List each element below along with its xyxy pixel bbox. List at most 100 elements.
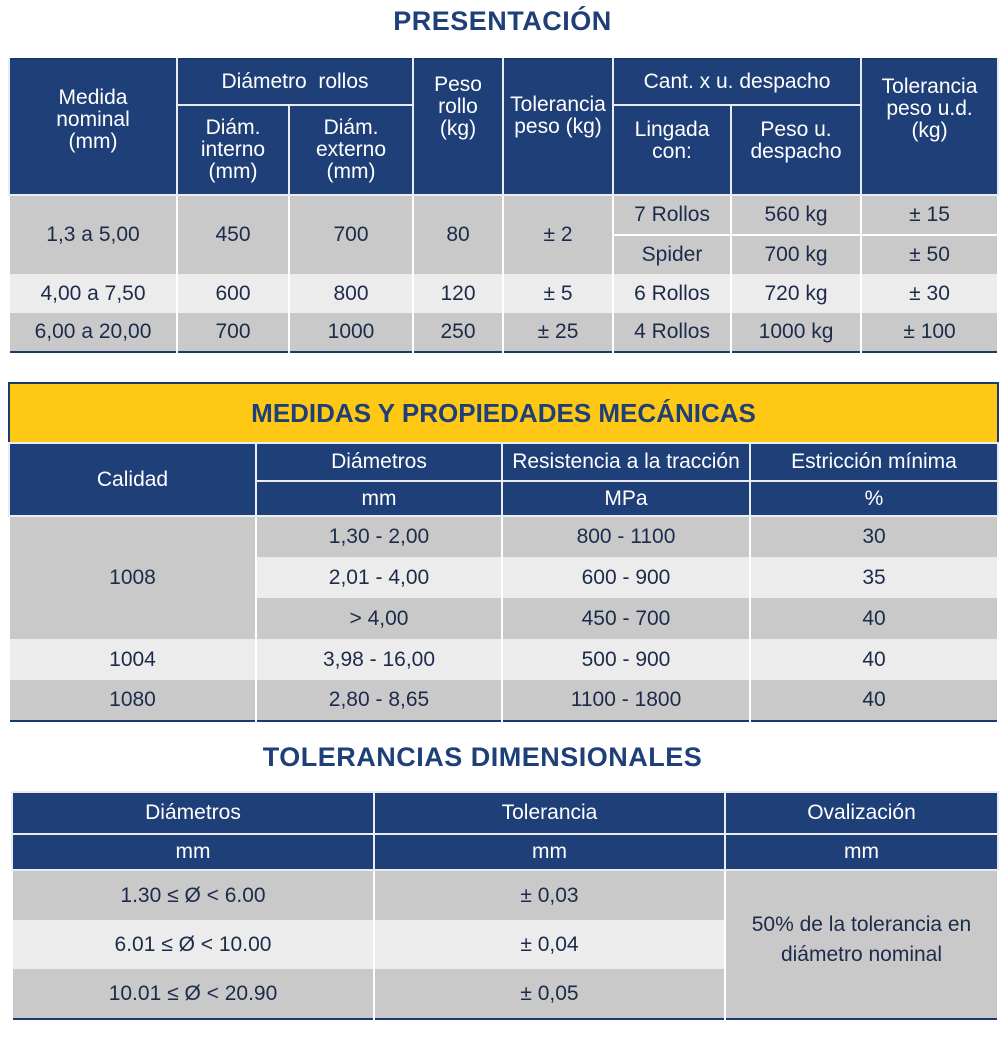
cell-calidad: 1004 bbox=[8, 639, 257, 680]
table-row: 1080 2,80 - 8,65 1100 - 1800 40 bbox=[8, 680, 999, 721]
header-diam-externo-label: Diám. externo (mm) bbox=[315, 116, 387, 183]
cell-tolerancia: ± 0,05 bbox=[373, 969, 726, 1019]
header-medida-label: Medida nominal (mm) bbox=[56, 86, 130, 153]
header-ovalizacion-unit: mm bbox=[724, 833, 999, 871]
cell-diametro: 3,98 - 16,00 bbox=[255, 639, 503, 680]
cell-medida: 6,00 a 20,00 bbox=[8, 313, 178, 352]
cell-resistencia: 500 - 900 bbox=[501, 639, 751, 680]
cell-resistencia: 1100 - 1800 bbox=[501, 680, 751, 721]
cell-calidad: 1008 bbox=[8, 516, 257, 639]
cell-medida: 4,00 a 7,50 bbox=[8, 274, 178, 313]
cell-tol-ud: ± 15 bbox=[860, 195, 1000, 236]
cell-tolerancia: ± 0,04 bbox=[373, 920, 726, 969]
header-tolerancia: Tolerancia bbox=[373, 791, 726, 835]
header-tolerancia-ud: Tolerancia peso u.d. (kg) bbox=[860, 59, 1000, 196]
cell-peso-ud: 700 kg bbox=[730, 235, 863, 274]
header-diam-interno: Diám. interno (mm) bbox=[176, 104, 290, 196]
cell-calidad: 1080 bbox=[8, 680, 257, 721]
cell-tolerancia: ± 25 bbox=[502, 313, 615, 352]
table-row: 4,00 a 7,50 600 800 120 ± 5 6 Rollos 720… bbox=[8, 274, 1000, 313]
table-row: 1.30 ≤ Ø < 6.00 ± 0,03 50% de la toleran… bbox=[11, 870, 999, 1019]
header-ovalizacion: Ovalización bbox=[724, 791, 999, 835]
cell-resistencia: 450 - 700 bbox=[501, 598, 751, 639]
cell-medida: 1,3 a 5,00 bbox=[8, 195, 178, 274]
header-resistencia-unit: MPa bbox=[501, 480, 751, 517]
cell-lingada: 7 Rollos bbox=[612, 195, 733, 236]
header-estriccion: Estricción mínima bbox=[749, 442, 999, 482]
cell-diametro: 10.01 ≤ Ø < 20.90 bbox=[11, 969, 375, 1019]
header-cant-despacho: Cant. x u. despacho bbox=[612, 59, 863, 106]
cell-externo: 1000 bbox=[287, 313, 415, 352]
cell-lingada: 4 Rollos bbox=[612, 313, 733, 352]
cell-tolerancia: ± 2 bbox=[502, 195, 615, 274]
cell-peso-ud: 1000 kg bbox=[730, 313, 863, 352]
cell-estriccion: 35 bbox=[749, 557, 999, 598]
cell-resistencia: 800 - 1100 bbox=[501, 516, 751, 557]
cell-tolerancia: ± 0,03 bbox=[373, 870, 726, 920]
cell-peso: 80 bbox=[412, 195, 505, 274]
header-peso-rollo: Peso rollo (kg) bbox=[412, 59, 505, 196]
cell-peso-ud: 720 kg bbox=[730, 274, 863, 313]
header-diametros-unit: mm bbox=[255, 480, 503, 517]
cell-interno: 600 bbox=[176, 274, 290, 313]
cell-interno: 700 bbox=[176, 313, 290, 352]
table-row: 1004 3,98 - 16,00 500 - 900 40 bbox=[8, 639, 999, 680]
header-tolerancia-ud-label: Tolerancia peso u.d. (kg) bbox=[881, 75, 978, 142]
cell-lingada: Spider bbox=[612, 235, 733, 274]
cell-lingada: 6 Rollos bbox=[612, 274, 733, 313]
cell-interno: 450 bbox=[176, 195, 290, 274]
cell-diametro: 1,30 - 2,00 bbox=[255, 516, 503, 557]
header-calidad: Calidad bbox=[8, 442, 257, 517]
header-lingada: Lingada con: bbox=[612, 104, 733, 196]
table-row: 10.01 ≤ Ø < 20.90 ± 0,05 bbox=[11, 969, 998, 1019]
cell-diametro: > 4,00 bbox=[255, 598, 503, 639]
cell-diametro: 6.01 ≤ Ø < 10.00 bbox=[11, 920, 375, 969]
cell-resistencia: 600 - 900 bbox=[501, 557, 751, 598]
cell-peso: 120 bbox=[412, 274, 505, 313]
cell-estriccion: 40 bbox=[749, 639, 999, 680]
header-diametros-unit: mm bbox=[11, 833, 375, 871]
header-peso-despacho: Peso u. despacho bbox=[730, 104, 863, 196]
ovalizacion-note-text: 50% de la tolerancia en diámetro nominal bbox=[751, 912, 972, 966]
cell-tol-ud: ± 100 bbox=[860, 313, 1000, 352]
table-row: 2,01 - 4,00 600 - 900 35 bbox=[9, 557, 999, 598]
header-tolerancia-peso: Tolerancia peso (kg) bbox=[502, 59, 615, 196]
cell-peso-ud: 560 kg bbox=[730, 195, 863, 236]
tolerancias-title: TOLERANCIAS DIMENSIONALES bbox=[262, 742, 703, 772]
header-peso-despacho-label: Peso u. despacho bbox=[750, 118, 842, 163]
cell-externo: 800 bbox=[287, 274, 415, 313]
table-row: 1008 1,30 - 2,00 800 - 1100 30 bbox=[8, 516, 999, 639]
header-lingada-label: Lingada con: bbox=[634, 118, 710, 163]
cell-estriccion: 30 bbox=[749, 516, 999, 557]
header-diam-externo: Diám. externo (mm) bbox=[287, 104, 415, 196]
table-row: 6.01 ≤ Ø < 10.00 ± 0,04 bbox=[11, 920, 998, 969]
header-estriccion-unit: % bbox=[749, 480, 999, 517]
presentacion-table: Medida nominal (mm) Diámetro rollos Peso… bbox=[8, 58, 1000, 353]
cell-tolerancia: ± 5 bbox=[502, 274, 615, 313]
table-row: > 4,00 450 - 700 40 bbox=[9, 598, 999, 639]
header-diametro-rollos: Diámetro rollos bbox=[175, 59, 415, 106]
header-resistencia: Resistencia a la tracción bbox=[501, 442, 751, 482]
cell-ovalizacion-note: 50% de la tolerancia en diámetro nominal bbox=[724, 870, 999, 1019]
header-diametros: Diámetros bbox=[11, 791, 375, 835]
mecanicas-title: MEDIDAS Y PROPIEDADES MECÁNICAS bbox=[9, 383, 998, 443]
cell-estriccion: 40 bbox=[749, 680, 999, 721]
table-row: Spider 700 kg ± 50 bbox=[9, 235, 1000, 274]
header-medida-nominal: Medida nominal (mm) bbox=[8, 59, 178, 196]
cell-externo: 700 bbox=[287, 195, 415, 274]
cell-estriccion: 40 bbox=[749, 598, 999, 639]
header-tolerancia-peso-label: Tolerancia peso (kg) bbox=[510, 93, 606, 138]
table-row: 1,3 a 5,00 450 700 80 ± 2 7 Rollos 560 k… bbox=[8, 195, 1000, 274]
cell-diametro: 1.30 ≤ Ø < 6.00 bbox=[11, 870, 375, 920]
cell-tol-ud: ± 30 bbox=[860, 274, 1000, 313]
header-peso-rollo-label: Peso rollo (kg) bbox=[434, 73, 482, 140]
header-diam-interno-label: Diám. interno (mm) bbox=[200, 116, 266, 183]
presentacion-title: PRESENTACIÓN bbox=[393, 6, 612, 36]
cell-diametro: 2,80 - 8,65 bbox=[255, 680, 503, 721]
cell-diametro: 2,01 - 4,00 bbox=[255, 557, 503, 598]
tolerancias-table: Diámetros Tolerancia Ovalización mm mm m… bbox=[11, 791, 999, 1020]
table-row: 6,00 a 20,00 700 1000 250 ± 25 4 Rollos … bbox=[8, 313, 1000, 352]
header-tolerancia-unit: mm bbox=[373, 833, 726, 871]
mecanicas-table: MEDIDAS Y PROPIEDADES MECÁNICAS Calidad … bbox=[8, 382, 999, 722]
header-diametros: Diámetros bbox=[255, 442, 503, 482]
